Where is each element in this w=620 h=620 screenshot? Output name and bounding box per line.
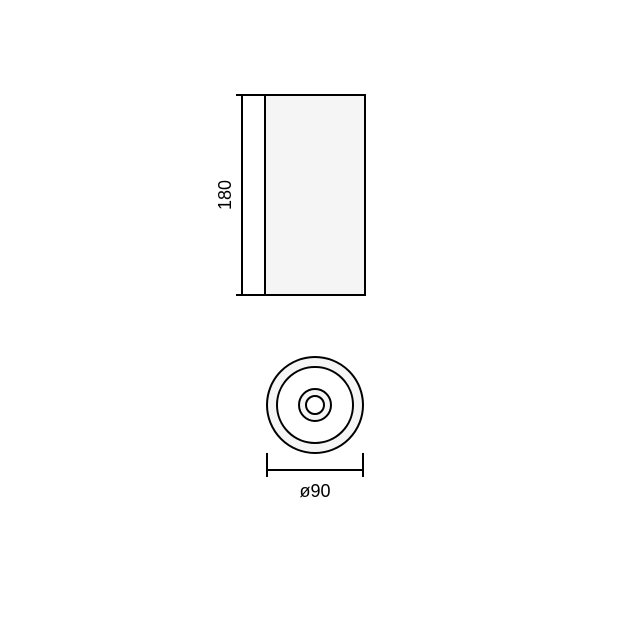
front-view-rect [265,95,365,295]
technical-drawing: 180 ø90 [0,0,620,620]
drawing-svg: 180 ø90 [0,0,620,620]
bottom-view-center [306,396,324,414]
dim-dia-label: ø90 [299,481,330,501]
dim-height-label: 180 [215,180,235,210]
